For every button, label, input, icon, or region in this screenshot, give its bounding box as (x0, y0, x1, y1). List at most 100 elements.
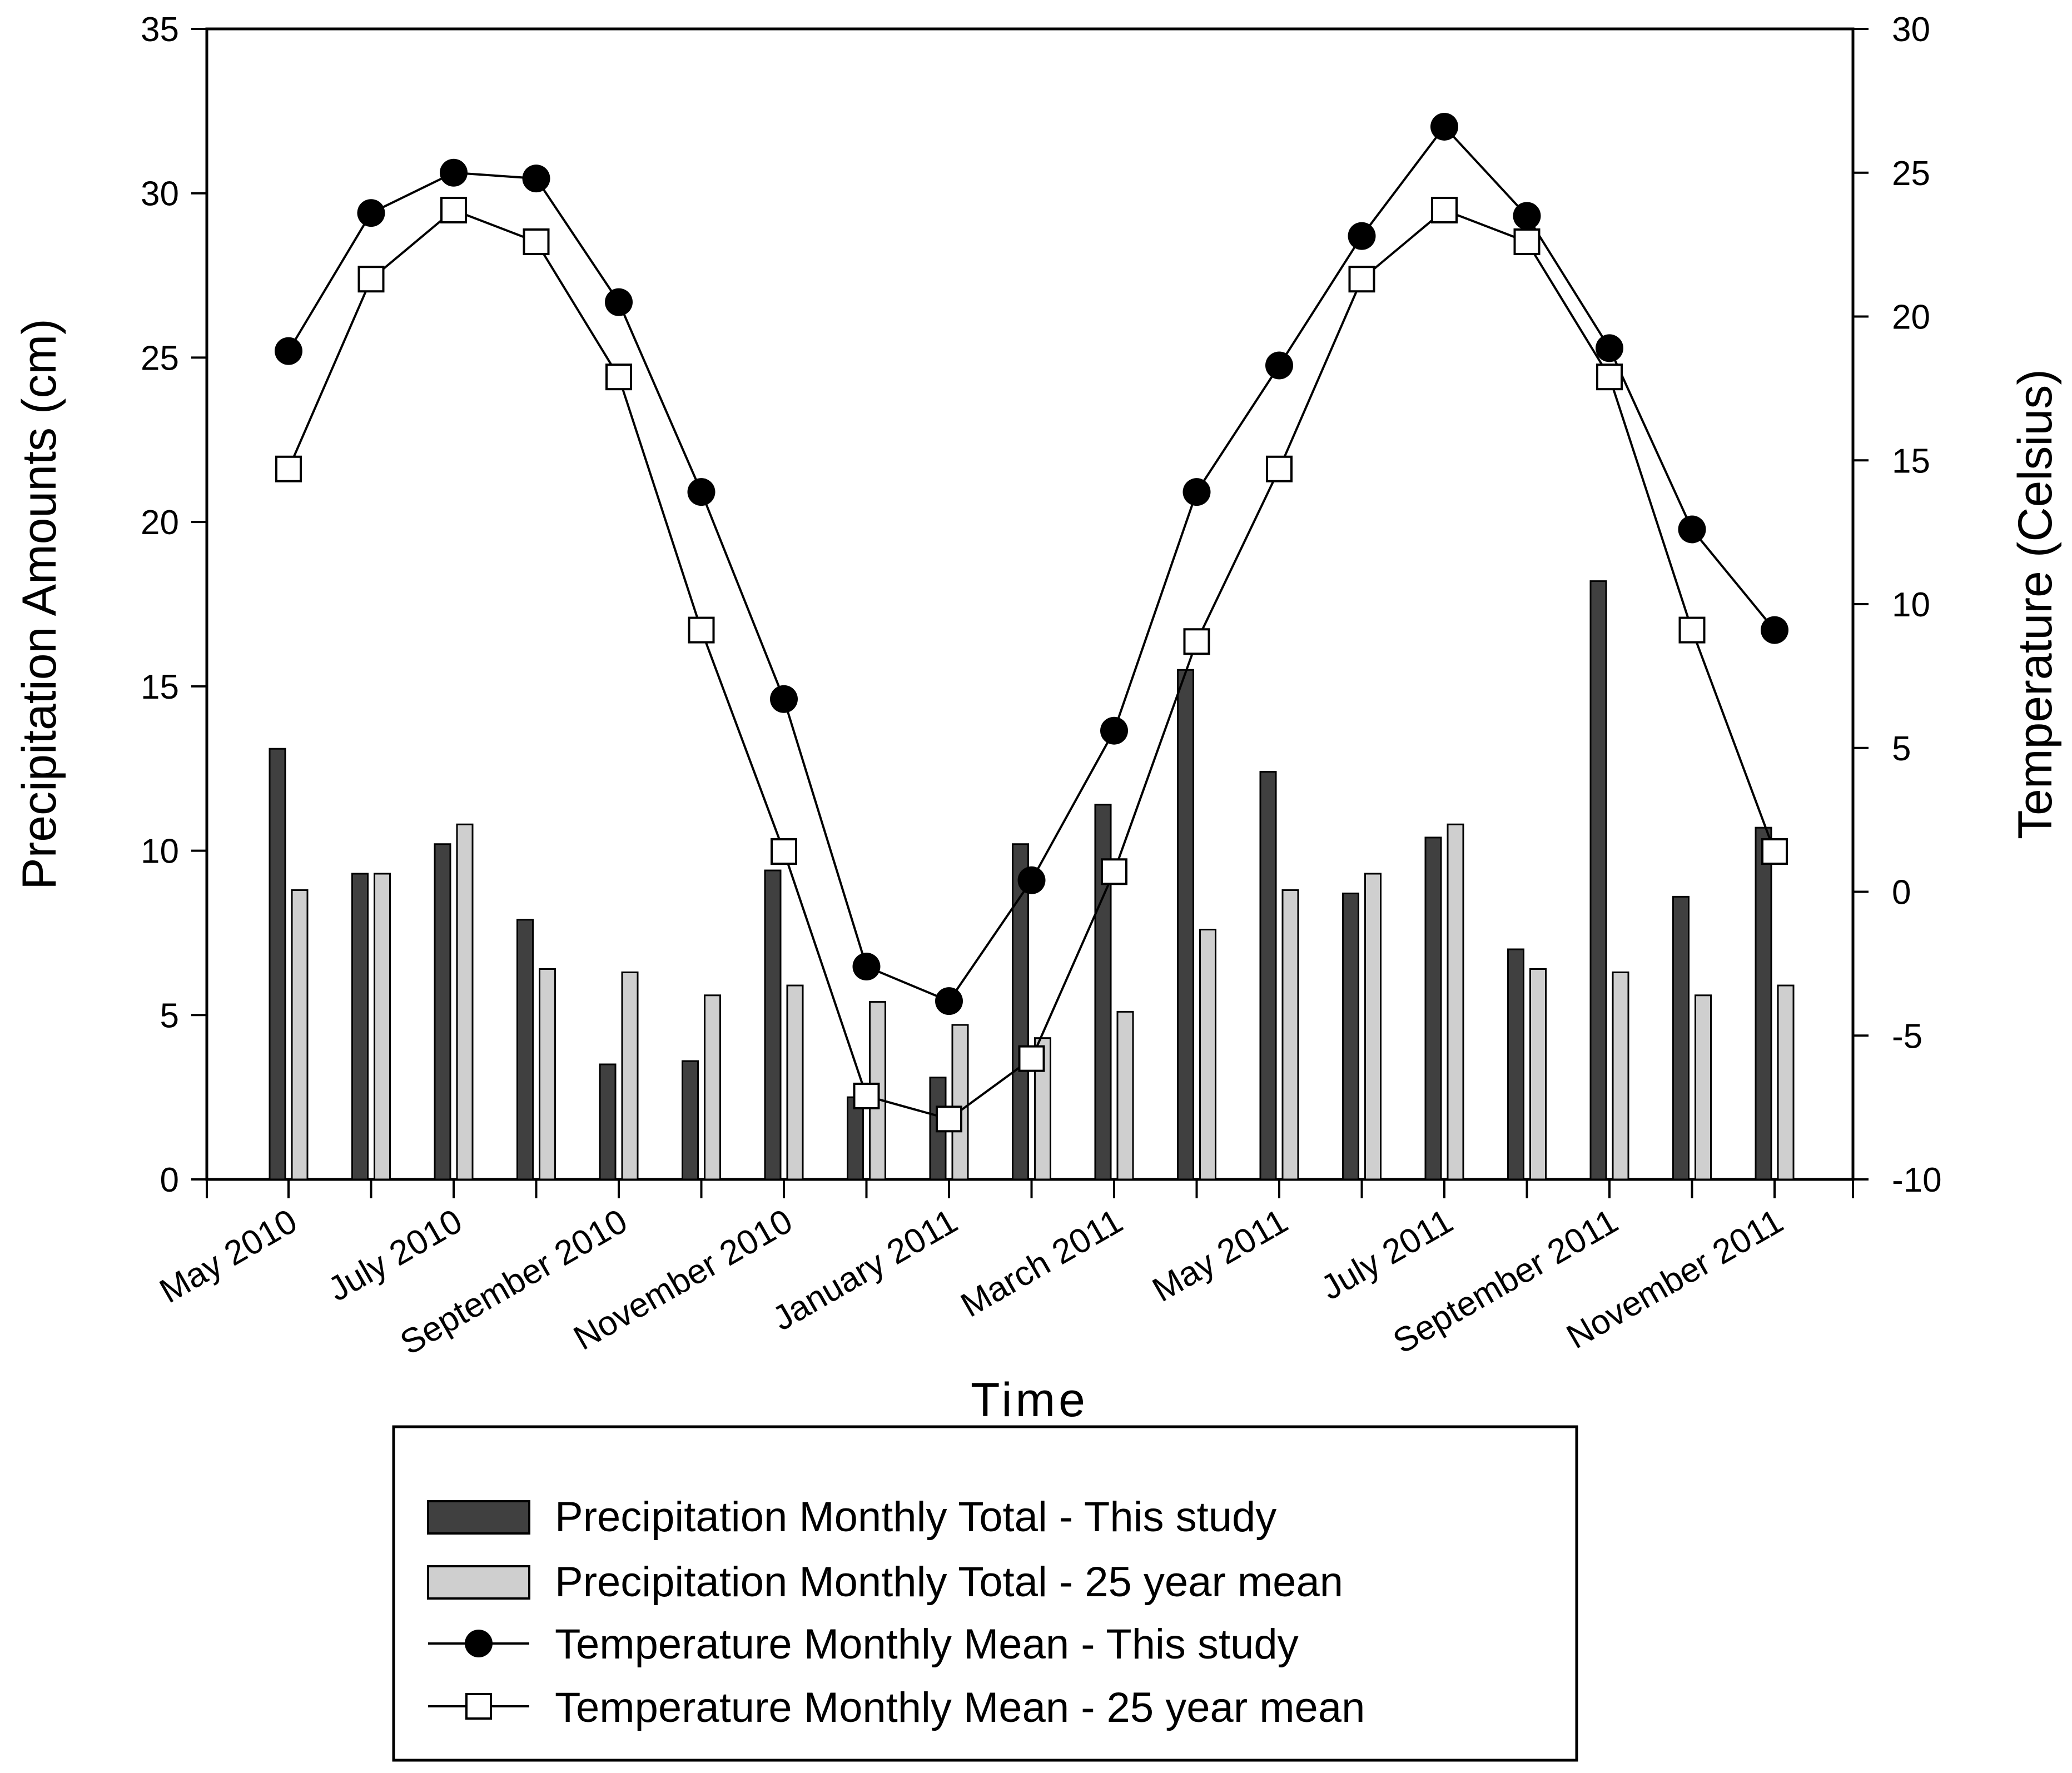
point-temp-study (1761, 616, 1788, 644)
bar-precip-mean (704, 994, 721, 1181)
x-tick-label: July 2011 (1315, 1202, 1459, 1307)
point-temp-mean (1018, 1045, 1045, 1072)
bar-precip-study (434, 843, 451, 1181)
bar-precip-mean (1116, 1010, 1134, 1181)
y-right-tick-label: 20 (1892, 298, 1930, 337)
bar-precip-study (1755, 826, 1772, 1181)
bar-precip-study (599, 1063, 617, 1181)
y-left-tick-label: 20 (141, 504, 179, 542)
point-temp-study (1596, 334, 1623, 362)
bar-precip-mean (539, 968, 556, 1181)
point-temp-study (687, 478, 715, 506)
bar-precip-study (1012, 843, 1029, 1181)
bar-precip-mean (1529, 968, 1547, 1181)
bar-precip-mean (1281, 889, 1299, 1181)
point-temp-study (605, 288, 633, 316)
point-temp-mean (1761, 838, 1788, 865)
bar-precip-mean (374, 873, 391, 1181)
point-temp-study (1017, 866, 1046, 894)
point-temp-study (935, 987, 963, 1015)
y-left-tick-label: 15 (141, 668, 179, 706)
bar-precip-mean (1447, 823, 1464, 1181)
y-left-tick-label: 30 (141, 175, 179, 213)
point-temp-study (357, 199, 385, 227)
bar-precip-mean (1364, 873, 1382, 1181)
point-temp-study (275, 337, 302, 365)
x-tick-label: January 2011 (766, 1202, 964, 1338)
y-left-tick-label: 5 (160, 997, 179, 1035)
legend-label-temp-mean: Temperature Monthly Mean - 25 year mean (555, 1684, 1365, 1731)
point-temp-study (440, 158, 468, 187)
bar-precip-mean (456, 823, 474, 1181)
point-temp-mean (853, 1082, 880, 1109)
point-temp-mean (1596, 363, 1623, 391)
point-temp-study (1430, 112, 1458, 141)
bar-precip-study (764, 869, 782, 1181)
legend-label-precip-mean: Precipitation Monthly Total - 25 year me… (555, 1558, 1343, 1606)
point-temp-mean (1513, 228, 1541, 255)
point-temp-mean (1348, 266, 1375, 293)
point-temp-study (1348, 222, 1376, 250)
y-right-axis-title: Temperature (Celsius) (2009, 369, 2062, 839)
y-right-tick-label: 15 (1892, 442, 1930, 480)
legend-box (392, 1425, 1578, 1762)
point-temp-study (770, 685, 798, 713)
y-right-tick-label: 0 (1892, 874, 1911, 912)
point-temp-study (1100, 716, 1128, 745)
bar-precip-study (516, 919, 534, 1181)
bar-precip-mean (1612, 971, 1629, 1181)
legend: Precipitation Monthly Total - This study… (392, 1425, 1578, 1762)
bar-precip-study (847, 1096, 864, 1181)
point-temp-mean (440, 197, 467, 224)
point-temp-mean (1678, 616, 1706, 644)
bar-precip-study (351, 873, 369, 1181)
y-right-tick-label: 10 (1892, 586, 1930, 624)
point-temp-mean (523, 228, 550, 255)
bar-precip-mean (291, 889, 309, 1181)
legend-marker-temp-mean (465, 1693, 492, 1720)
x-tick-label: May 2010 (153, 1202, 304, 1311)
point-temp-mean (936, 1105, 962, 1133)
point-temp-mean (688, 616, 715, 644)
line-temp-mean (287, 208, 1776, 1120)
y-left-tick-label: 25 (141, 339, 179, 377)
bar-precip-study (1259, 771, 1277, 1181)
lines-layer (275, 112, 1788, 1133)
legend-swatch-precip-mean (427, 1565, 530, 1600)
bar-precip-study (1672, 895, 1690, 1181)
y-left-tick-label: 35 (141, 11, 179, 49)
bar-precip-mean (1777, 984, 1795, 1181)
y-right-tick-label: -5 (1892, 1017, 1922, 1055)
y-left-tick-label: 10 (141, 833, 179, 871)
y-right-tick-label: -10 (1892, 1161, 1942, 1199)
x-tick-label: May 2011 (1146, 1202, 1294, 1309)
point-temp-study (1182, 478, 1211, 506)
point-temp-study (1265, 351, 1293, 380)
x-tick-label: July 2010 (322, 1202, 469, 1308)
bar-precip-study (1507, 948, 1524, 1181)
bars-layer (269, 580, 1795, 1181)
bar-precip-mean (621, 971, 639, 1181)
legend-label-temp-study: Temperature Monthly Mean - This study (555, 1621, 1299, 1668)
point-temp-study (522, 165, 550, 193)
y-left-tick-label: 0 (160, 1161, 179, 1199)
x-tick-label: March 2011 (955, 1202, 1129, 1324)
point-temp-study (1678, 515, 1706, 544)
y-right-tick-label: 5 (1892, 730, 1911, 768)
bar-precip-mean (1199, 929, 1216, 1181)
bar-precip-study (1424, 836, 1442, 1181)
bar-precip-study (1177, 669, 1194, 1181)
legend-swatch-precip-study (427, 1500, 530, 1535)
point-temp-mean (275, 455, 302, 482)
bar-precip-mean (951, 1024, 969, 1181)
bar-precip-mean (1695, 994, 1712, 1181)
y-right-tick-label: 30 (1892, 11, 1930, 49)
point-temp-mean (357, 266, 385, 293)
point-temp-mean (1101, 858, 1127, 885)
bar-precip-study (682, 1060, 699, 1181)
legend-marker-temp-study (465, 1630, 493, 1657)
point-temp-mean (1183, 628, 1210, 655)
point-temp-mean (1266, 455, 1293, 482)
point-temp-study (1513, 202, 1541, 230)
